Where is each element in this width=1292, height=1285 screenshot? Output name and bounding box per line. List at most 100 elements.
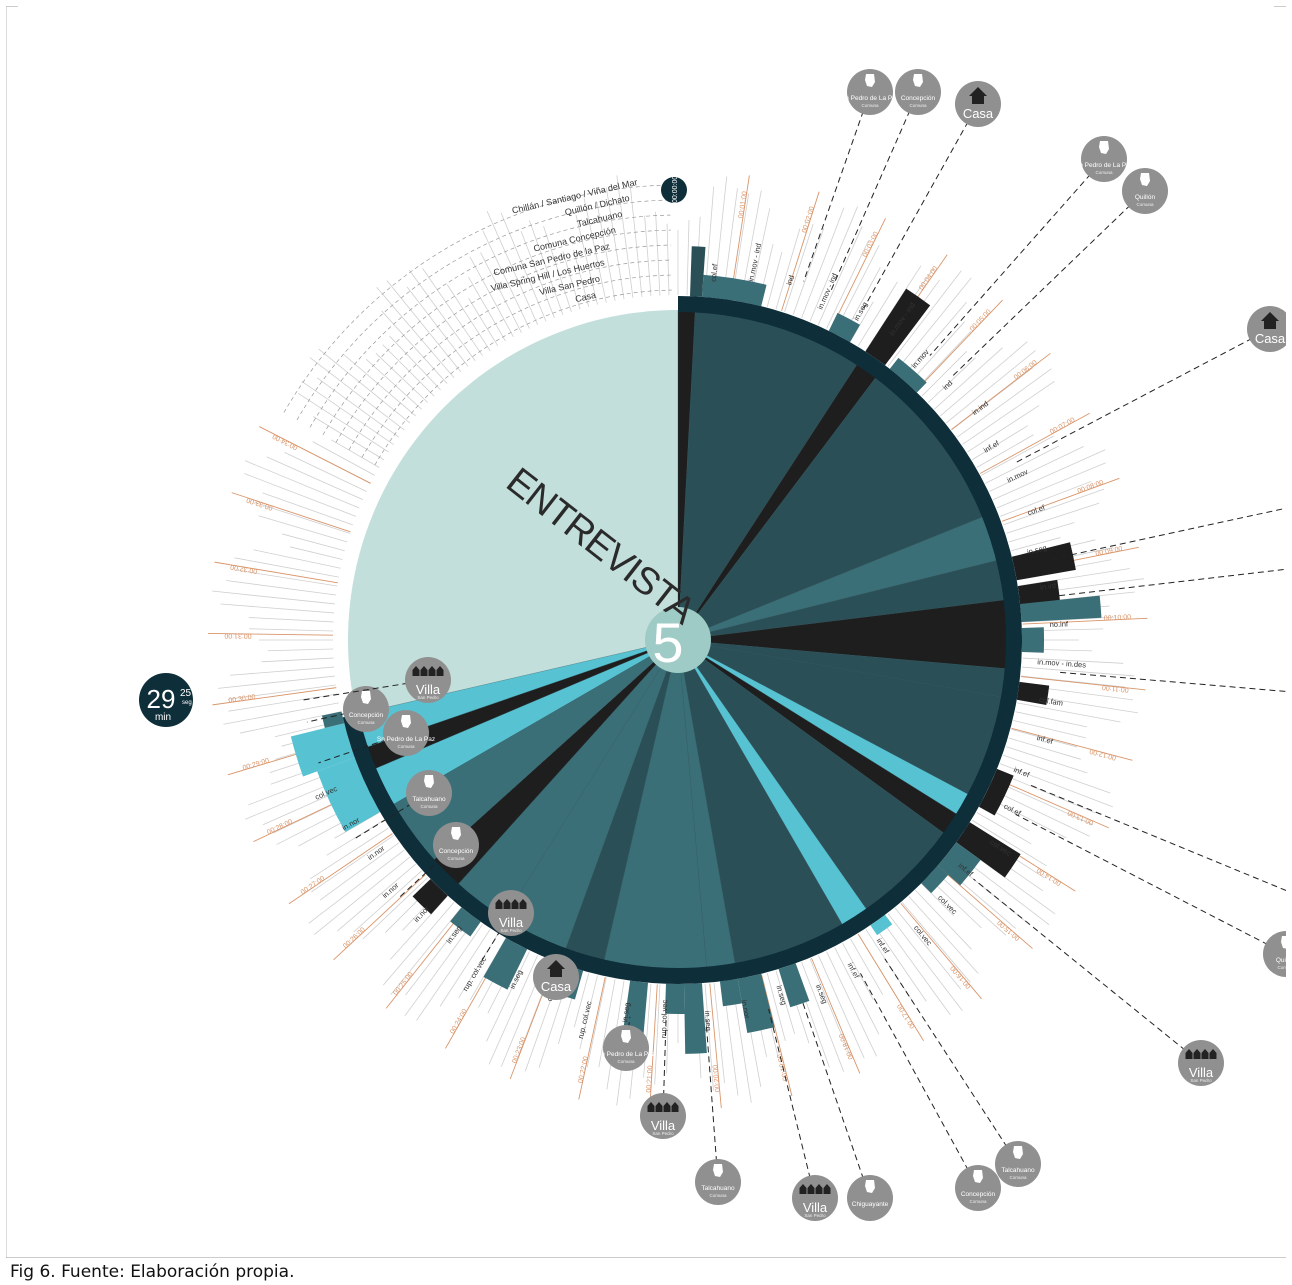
time-tick-label: 00:16:00 bbox=[949, 964, 972, 989]
map-icon bbox=[1099, 141, 1109, 154]
place-label: Concepción bbox=[349, 712, 384, 719]
tick-line bbox=[1015, 711, 1087, 728]
leader-line bbox=[863, 103, 979, 309]
place-sublabel: Comuna bbox=[397, 744, 415, 749]
place-disc bbox=[847, 69, 893, 115]
map-icon bbox=[865, 1180, 875, 1193]
place-sublabel: Comuna bbox=[909, 103, 927, 108]
house-icon bbox=[547, 960, 565, 977]
tick-line bbox=[766, 252, 783, 307]
code-label: ind bbox=[785, 274, 797, 286]
place-label: Sn Pedro de La Paz bbox=[841, 95, 899, 102]
place-label: Talcahuano bbox=[1001, 1167, 1035, 1174]
tick-line bbox=[262, 492, 353, 526]
time-tick-label: 00:06:00 bbox=[1013, 359, 1039, 381]
tick-line bbox=[226, 580, 337, 596]
place-sublabel: Comuna bbox=[357, 720, 375, 725]
place-label: Casa bbox=[963, 106, 994, 121]
tick-line bbox=[713, 983, 725, 1084]
duration-badge: 29 25 seg min bbox=[139, 673, 193, 727]
tick-line bbox=[985, 445, 1059, 484]
map-icon bbox=[913, 74, 923, 87]
code-label: in.seg bbox=[620, 1002, 632, 1023]
leader-line bbox=[860, 973, 979, 1189]
tick-line bbox=[901, 301, 967, 378]
tick-line bbox=[999, 763, 1113, 808]
code-bar bbox=[828, 312, 860, 343]
houses-icon bbox=[511, 899, 519, 909]
tick-line bbox=[801, 961, 845, 1072]
minute-tick-line bbox=[231, 492, 351, 533]
place-sublabel: San Pedro bbox=[652, 1131, 674, 1136]
place-label: Casa bbox=[1255, 331, 1286, 346]
tick-line bbox=[266, 456, 363, 501]
tick-line bbox=[1011, 728, 1078, 748]
tick-line bbox=[480, 252, 522, 333]
tick-line bbox=[220, 603, 335, 614]
tick-line bbox=[817, 226, 863, 325]
tick-line bbox=[301, 381, 394, 445]
duration-seconds: 25 bbox=[180, 688, 192, 699]
map-icon bbox=[1281, 936, 1286, 949]
code-bar bbox=[870, 914, 893, 936]
minute-tick-line bbox=[811, 957, 861, 1074]
map-icon bbox=[865, 74, 875, 87]
tick-line bbox=[575, 214, 598, 305]
tick-line bbox=[809, 958, 851, 1057]
tick-line bbox=[500, 212, 547, 322]
houses-icon bbox=[815, 1184, 823, 1194]
place-marker: Chiguayante bbox=[801, 999, 893, 1221]
houses-icon bbox=[1209, 1049, 1217, 1059]
houses-icon bbox=[412, 666, 420, 676]
tick-line bbox=[945, 350, 1036, 424]
place-label: Villa bbox=[499, 915, 524, 930]
code-bar bbox=[865, 288, 931, 366]
houses-icon bbox=[1193, 1049, 1201, 1059]
tick-line bbox=[956, 368, 1052, 438]
leader-line bbox=[829, 91, 919, 293]
place-label: Sn Pedro de La Paz bbox=[377, 736, 435, 743]
minute-tick-line bbox=[385, 910, 465, 1009]
minute-tick-line bbox=[951, 352, 1051, 430]
tick-line bbox=[382, 902, 455, 986]
minute-tick-line bbox=[709, 983, 722, 1109]
minute-tick-line bbox=[1001, 477, 1120, 522]
place-disc bbox=[847, 1175, 893, 1221]
houses-icon bbox=[495, 899, 503, 909]
place-disc bbox=[343, 686, 389, 732]
tick-line bbox=[235, 569, 338, 587]
minute-tick-line bbox=[212, 687, 337, 706]
tick-line bbox=[887, 913, 963, 1011]
tick-line bbox=[989, 788, 1090, 837]
tick-line bbox=[993, 449, 1106, 501]
tick-line bbox=[289, 546, 343, 560]
tick-line bbox=[311, 835, 394, 893]
tick-line bbox=[655, 211, 661, 296]
tick-line bbox=[996, 771, 1096, 814]
time-tick-label: 00:24:00 bbox=[449, 1008, 469, 1035]
place-label: Concepción bbox=[961, 1191, 996, 1198]
houses-icon bbox=[519, 899, 527, 909]
code-bar bbox=[921, 865, 949, 894]
code-label: col.ef bbox=[709, 263, 720, 283]
map-icon bbox=[424, 775, 434, 788]
time-tick-label: 00:18:00 bbox=[838, 1032, 855, 1060]
scale-ring-label: Casa bbox=[574, 290, 597, 304]
tick-line bbox=[616, 175, 634, 299]
tick-line bbox=[1011, 537, 1061, 552]
tick-line bbox=[940, 341, 1028, 417]
tick-line bbox=[927, 357, 976, 403]
tick-line bbox=[967, 405, 1040, 453]
minute-tick-line bbox=[1021, 676, 1146, 691]
place-label: Casa bbox=[541, 979, 572, 994]
tick-line bbox=[404, 918, 476, 1017]
time-tick-label: 00:21:00 bbox=[646, 1065, 655, 1093]
minute-tick-line bbox=[979, 412, 1090, 474]
